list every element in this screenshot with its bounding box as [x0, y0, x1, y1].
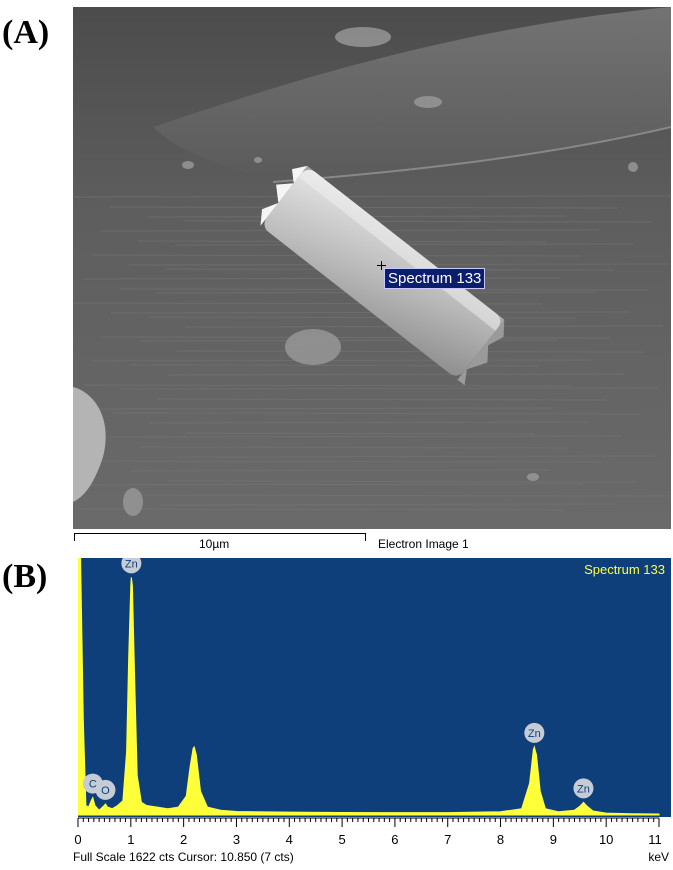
panel-label-a: (A) [2, 14, 50, 51]
eds-status-footer: Full Scale 1622 cts Cursor: 10.850 (7 ct… [73, 850, 294, 864]
sem-surface-streak [101, 336, 611, 339]
sem-surface-streak [175, 350, 645, 353]
peak-label: C [89, 779, 97, 791]
x-tick-label: 5 [338, 832, 345, 847]
x-tick-label: 9 [550, 832, 557, 847]
eds-spectrum-title: Spectrum 133 [584, 562, 665, 577]
sem-surface-streak [73, 195, 671, 198]
sem-surface-streak [147, 316, 577, 319]
sem-surface-streak [176, 455, 656, 458]
panel-label-b: (B) [2, 558, 48, 595]
x-tick-label: 7 [444, 832, 451, 847]
scale-bar-label: 10µm [199, 537, 230, 551]
peak-marker [524, 722, 545, 743]
eds-spectrum-chart: C O Zn Zn Zn Spectrum 133 [77, 553, 671, 817]
scale-bar-tick-left [74, 533, 75, 541]
sem-surface-streak [75, 508, 565, 511]
x-tick-label: 3 [233, 832, 240, 847]
peak-label: O [101, 785, 110, 797]
sem-surface-streak [121, 494, 671, 497]
image-name: Electron Image 1 [378, 537, 469, 551]
peak-marker [573, 778, 594, 799]
x-tick-label: 10 [599, 832, 613, 847]
x-tick-label: 11 [648, 832, 662, 847]
sem-surface-streak [167, 480, 637, 483]
sem-surface-streak [111, 412, 641, 415]
peak-marker [121, 553, 142, 574]
eds-spectrum-plot: CO Zn Zn Zn [77, 553, 660, 816]
sem-micrograph: Spectrum 133 [73, 7, 671, 529]
x-tick-label: 8 [497, 832, 504, 847]
spectrum-crosshair-icon [377, 261, 386, 270]
spectrum-series-area [77, 557, 660, 816]
sem-surface-streak [102, 435, 622, 438]
sem-surface-streak [157, 398, 607, 401]
sem-surface-streak [166, 373, 626, 376]
x-axis-ticks: 0 1 2 3 4 5 6 7 8 9 10 11 [74, 817, 662, 847]
peak-label: Zn [528, 728, 541, 740]
peak-marker [95, 779, 116, 800]
sem-surface-streak [110, 311, 630, 314]
sem-surface-streak [185, 432, 535, 435]
sem-surface-streak [130, 469, 550, 472]
sem-surface-streak [109, 206, 619, 209]
eds-x-axis: 0 1 2 3 4 5 6 7 8 9 10 11 Full Scale 1622 cts Curso… [73, 817, 673, 867]
x-tick-label: 6 [391, 832, 398, 847]
x-tick-label: 0 [74, 832, 81, 847]
scale-bar-row: 10µm Electron Image 1 [73, 530, 671, 556]
sem-surface-streak [158, 503, 618, 506]
x-tick-label: 1 [127, 832, 134, 847]
sem-surface-streak [84, 483, 584, 486]
x-axis-unit-label: keV [648, 850, 669, 864]
sem-surface-streak [139, 446, 569, 449]
scale-bar [74, 533, 365, 534]
x-tick-label: 2 [180, 832, 187, 847]
sem-surface-streak [74, 407, 554, 410]
sem-surface-streak [148, 421, 588, 424]
sem-surface-streak [83, 384, 573, 387]
sem-image-render [73, 7, 671, 529]
sem-surface-streak [92, 359, 592, 362]
x-tick-label: 4 [286, 832, 293, 847]
sem-surface-streak [120, 387, 660, 390]
sem-surface-streak [93, 460, 603, 463]
spectrum-marker-label: Spectrum 133 [384, 268, 486, 289]
peak-label: Zn [125, 558, 138, 570]
scale-bar-tick-right [365, 533, 366, 541]
peak-label: Zn [577, 783, 590, 795]
